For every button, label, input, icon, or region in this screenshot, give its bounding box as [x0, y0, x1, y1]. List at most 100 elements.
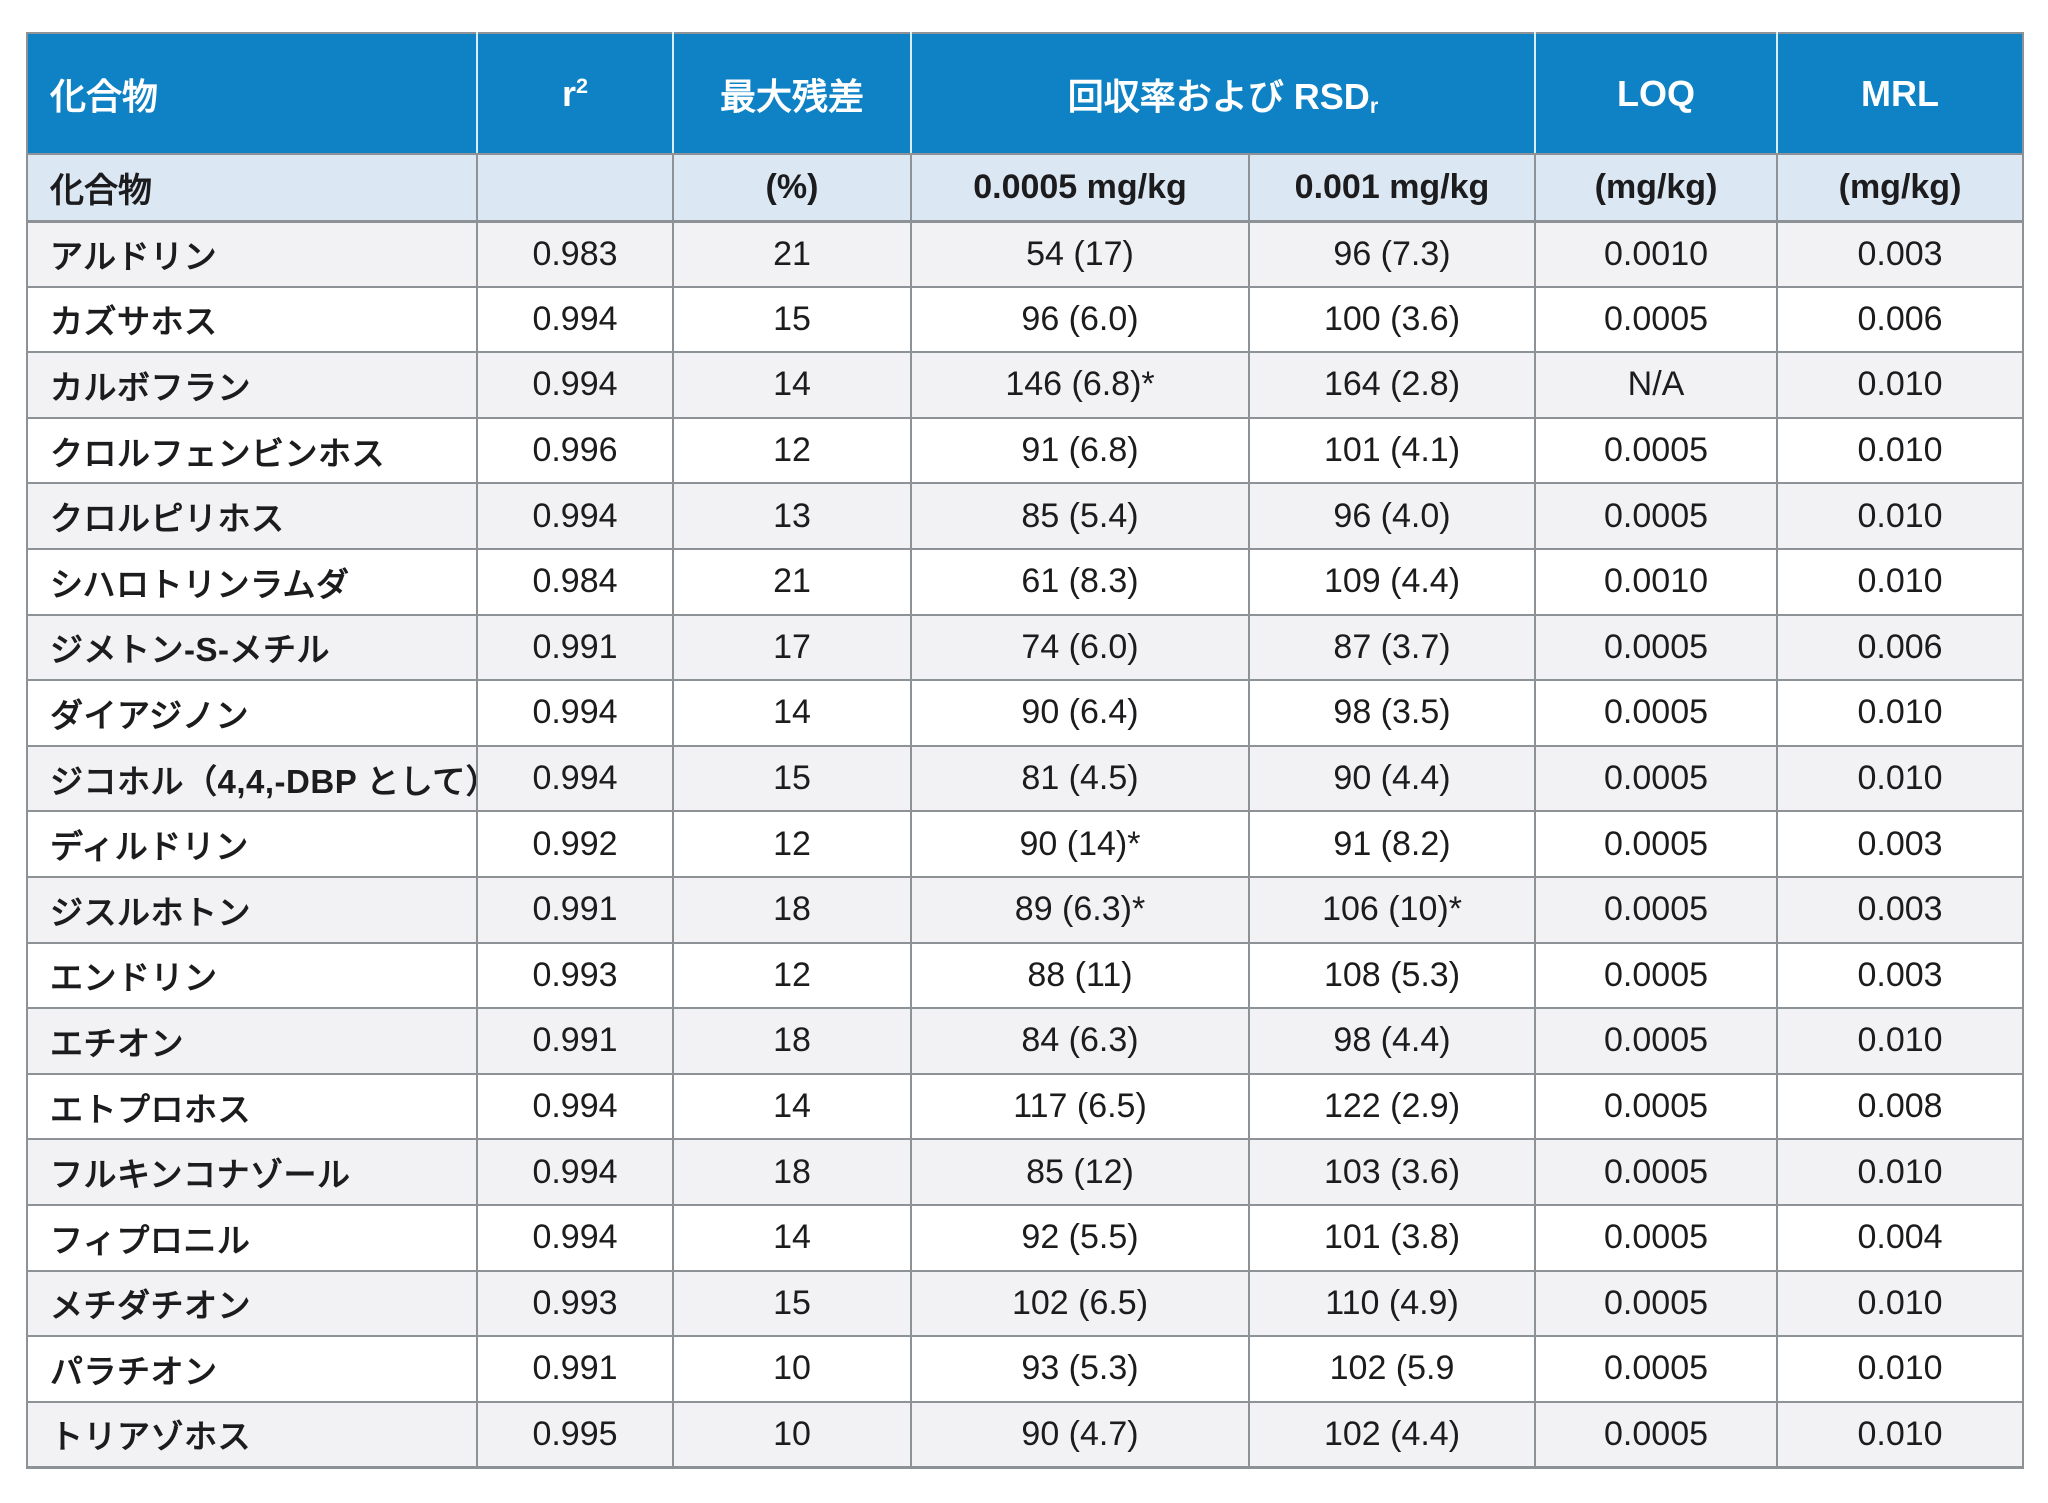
loq-cell: 0.0005 — [1534, 679, 1779, 747]
mrl-cell: 0.003 — [1776, 810, 2025, 878]
compound-name-cell: フィプロニル — [26, 1203, 478, 1272]
table-row: フルキンコナゾール 0.994 18 85 (12) 103 (3.6) 0.0005 0.… — [26, 1138, 2025, 1206]
compound-name-cell: シハロトリンラムダ — [26, 547, 478, 616]
recovery-0-0005-cell: 81 (4.5) — [910, 744, 1250, 813]
recovery-0-001-cell: 101 (3.8) — [1247, 1203, 1537, 1272]
mrl-cell: 0.010 — [1776, 482, 2025, 550]
recovery-0-0005-cell: 146 (6.8)* — [910, 351, 1250, 419]
max-residual-cell: 21 — [672, 220, 912, 288]
recovery-0-0005-cell: 90 (14)* — [910, 810, 1250, 878]
max-residual-cell: 12 — [672, 810, 912, 878]
recovery-0-0005-cell: 117 (6.5) — [910, 1072, 1250, 1141]
recovery-0-0005-cell: 85 (5.4) — [910, 482, 1250, 550]
mrl-cell: 0.003 — [1776, 941, 2025, 1010]
max-residual-cell: 10 — [672, 1335, 912, 1403]
r-squared-cell: 0.993 — [476, 941, 674, 1010]
mrl-cell: 0.003 — [1776, 875, 2025, 944]
compound-name-cell: フルキンコナゾール — [26, 1138, 478, 1206]
r-squared-cell: 0.994 — [476, 1072, 674, 1141]
mrl-cell: 0.010 — [1776, 1335, 2025, 1403]
recovery-0-0005-cell: 91 (6.8) — [910, 416, 1250, 485]
compound-name-cell: ジメトン-S-メチル — [26, 613, 478, 682]
header-recovery-rsd: 回収率および RSDr — [909, 32, 1537, 155]
recovery-0-0005-cell: 102 (6.5) — [910, 1269, 1250, 1338]
table-row: アルドリン 0.983 21 54 (17) 96 (7.3) 0.0010 0.003 — [26, 220, 2025, 288]
r-squared-cell: 0.993 — [476, 1269, 674, 1338]
r-squared-cell: 0.992 — [476, 810, 674, 878]
units-loq: (mg/kg) — [1534, 153, 1779, 223]
loq-cell: N/A — [1534, 351, 1779, 419]
recovery-0-001-cell: 96 (7.3) — [1247, 220, 1537, 288]
r-squared-exponent: 2 — [576, 72, 589, 98]
max-residual-cell: 14 — [672, 351, 912, 419]
units-compound: 化合物 — [26, 153, 478, 223]
recovery-0-001-cell: 108 (5.3) — [1247, 941, 1537, 1010]
units-mrl: (mg/kg) — [1776, 153, 2025, 223]
loq-cell: 0.0005 — [1534, 1203, 1779, 1272]
table-row: ジコホル（4,4,-DBP として） 0.994 15 81 (4.5) 90 (4.4… — [26, 744, 2025, 813]
compound-name-cell: カズサホス — [26, 285, 478, 354]
loq-cell: 0.0005 — [1534, 1400, 1779, 1469]
table-row: フィプロニル 0.994 14 92 (5.5) 101 (3.8) 0.0005 0.00… — [26, 1203, 2025, 1272]
header-mrl: MRL — [1776, 32, 2025, 155]
table-row: メチダチオン 0.993 15 102 (6.5) 110 (4.9) 0.0005 0.0… — [26, 1269, 2025, 1338]
table-row: ダイアジノン 0.994 14 90 (6.4) 98 (3.5) 0.0005 0.010 — [26, 679, 2025, 747]
r-squared-cell: 0.994 — [476, 482, 674, 550]
r-squared-cell: 0.994 — [476, 744, 674, 813]
table-row: カズサホス 0.994 15 96 (6.0) 100 (3.6) 0.0005 0.006 — [26, 285, 2025, 354]
compound-name-cell: トリアゾホス — [26, 1400, 478, 1469]
header-loq: LOQ — [1534, 32, 1779, 155]
compound-name-cell: ダイアジノン — [26, 679, 478, 747]
recovery-0-0005-cell: 96 (6.0) — [910, 285, 1250, 354]
header-r-squared: r2 — [476, 32, 674, 155]
loq-cell: 0.0005 — [1534, 875, 1779, 944]
r-squared-cell: 0.991 — [476, 613, 674, 682]
mrl-cell: 0.010 — [1776, 1007, 2025, 1075]
method-validation-table: 化合物 r2 最大残差 回収率および RSDr LOQ MRL 化合物 (%) … — [26, 32, 2025, 1469]
compound-name-cell: クロルピリホス — [26, 482, 478, 550]
loq-cell: 0.0005 — [1534, 744, 1779, 813]
r-squared-cell: 0.995 — [476, 1400, 674, 1469]
r-squared-cell: 0.994 — [476, 285, 674, 354]
recovery-0-0005-cell: 89 (6.3)* — [910, 875, 1250, 944]
recovery-0-0005-cell: 54 (17) — [910, 220, 1250, 288]
mrl-cell: 0.010 — [1776, 1400, 2025, 1469]
units-spike-level-2: 0.001 mg/kg — [1247, 153, 1537, 223]
table-row: トリアゾホス 0.995 10 90 (4.7) 102 (4.4) 0.0005 0.01… — [26, 1400, 2025, 1469]
mrl-cell: 0.003 — [1776, 220, 2025, 288]
table-row: エチオン 0.991 18 84 (6.3) 98 (4.4) 0.0005 0.010 — [26, 1007, 2025, 1075]
recovery-0-0005-cell: 85 (12) — [910, 1138, 1250, 1206]
units-max-residual: (%) — [672, 153, 912, 223]
max-residual-cell: 12 — [672, 941, 912, 1010]
max-residual-cell: 14 — [672, 679, 912, 747]
recovery-0-0005-cell: 74 (6.0) — [910, 613, 1250, 682]
loq-cell: 0.0005 — [1534, 1335, 1779, 1403]
mrl-cell: 0.010 — [1776, 547, 2025, 616]
r-squared-cell: 0.984 — [476, 547, 674, 616]
loq-cell: 0.0005 — [1534, 1072, 1779, 1141]
r-squared-cell: 0.994 — [476, 1138, 674, 1206]
loq-cell: 0.0005 — [1534, 1269, 1779, 1338]
max-residual-cell: 14 — [672, 1072, 912, 1141]
max-residual-cell: 18 — [672, 1007, 912, 1075]
mrl-cell: 0.010 — [1776, 351, 2025, 419]
recovery-0-001-cell: 122 (2.9) — [1247, 1072, 1537, 1141]
loq-cell: 0.0005 — [1534, 810, 1779, 878]
mrl-cell: 0.008 — [1776, 1072, 2025, 1141]
r-squared-cell: 0.994 — [476, 351, 674, 419]
units-spike-level-1: 0.0005 mg/kg — [910, 153, 1250, 223]
recovery-0-001-cell: 102 (5.9 — [1247, 1335, 1537, 1403]
table-row: エンドリン 0.993 12 88 (11) 108 (5.3) 0.0005 0.003 — [26, 941, 2025, 1010]
max-residual-cell: 13 — [672, 482, 912, 550]
rsd-subscript: r — [1369, 93, 1379, 119]
table-row: エトプロホス 0.994 14 117 (6.5) 122 (2.9) 0.0005 0.0… — [26, 1072, 2025, 1141]
recovery-0-0005-cell: 88 (11) — [910, 941, 1250, 1010]
recovery-0-001-cell: 100 (3.6) — [1247, 285, 1537, 354]
compound-name-cell: ジコホル（4,4,-DBP として） — [26, 744, 478, 813]
compound-name-cell: エンドリン — [26, 941, 478, 1010]
r-squared-cell: 0.991 — [476, 875, 674, 944]
recovery-0-001-cell: 103 (3.6) — [1247, 1138, 1537, 1206]
loq-cell: 0.0005 — [1534, 1138, 1779, 1206]
compound-name-cell: クロルフェンビンホス — [26, 416, 478, 485]
recovery-0-0005-cell: 90 (4.7) — [910, 1400, 1250, 1469]
